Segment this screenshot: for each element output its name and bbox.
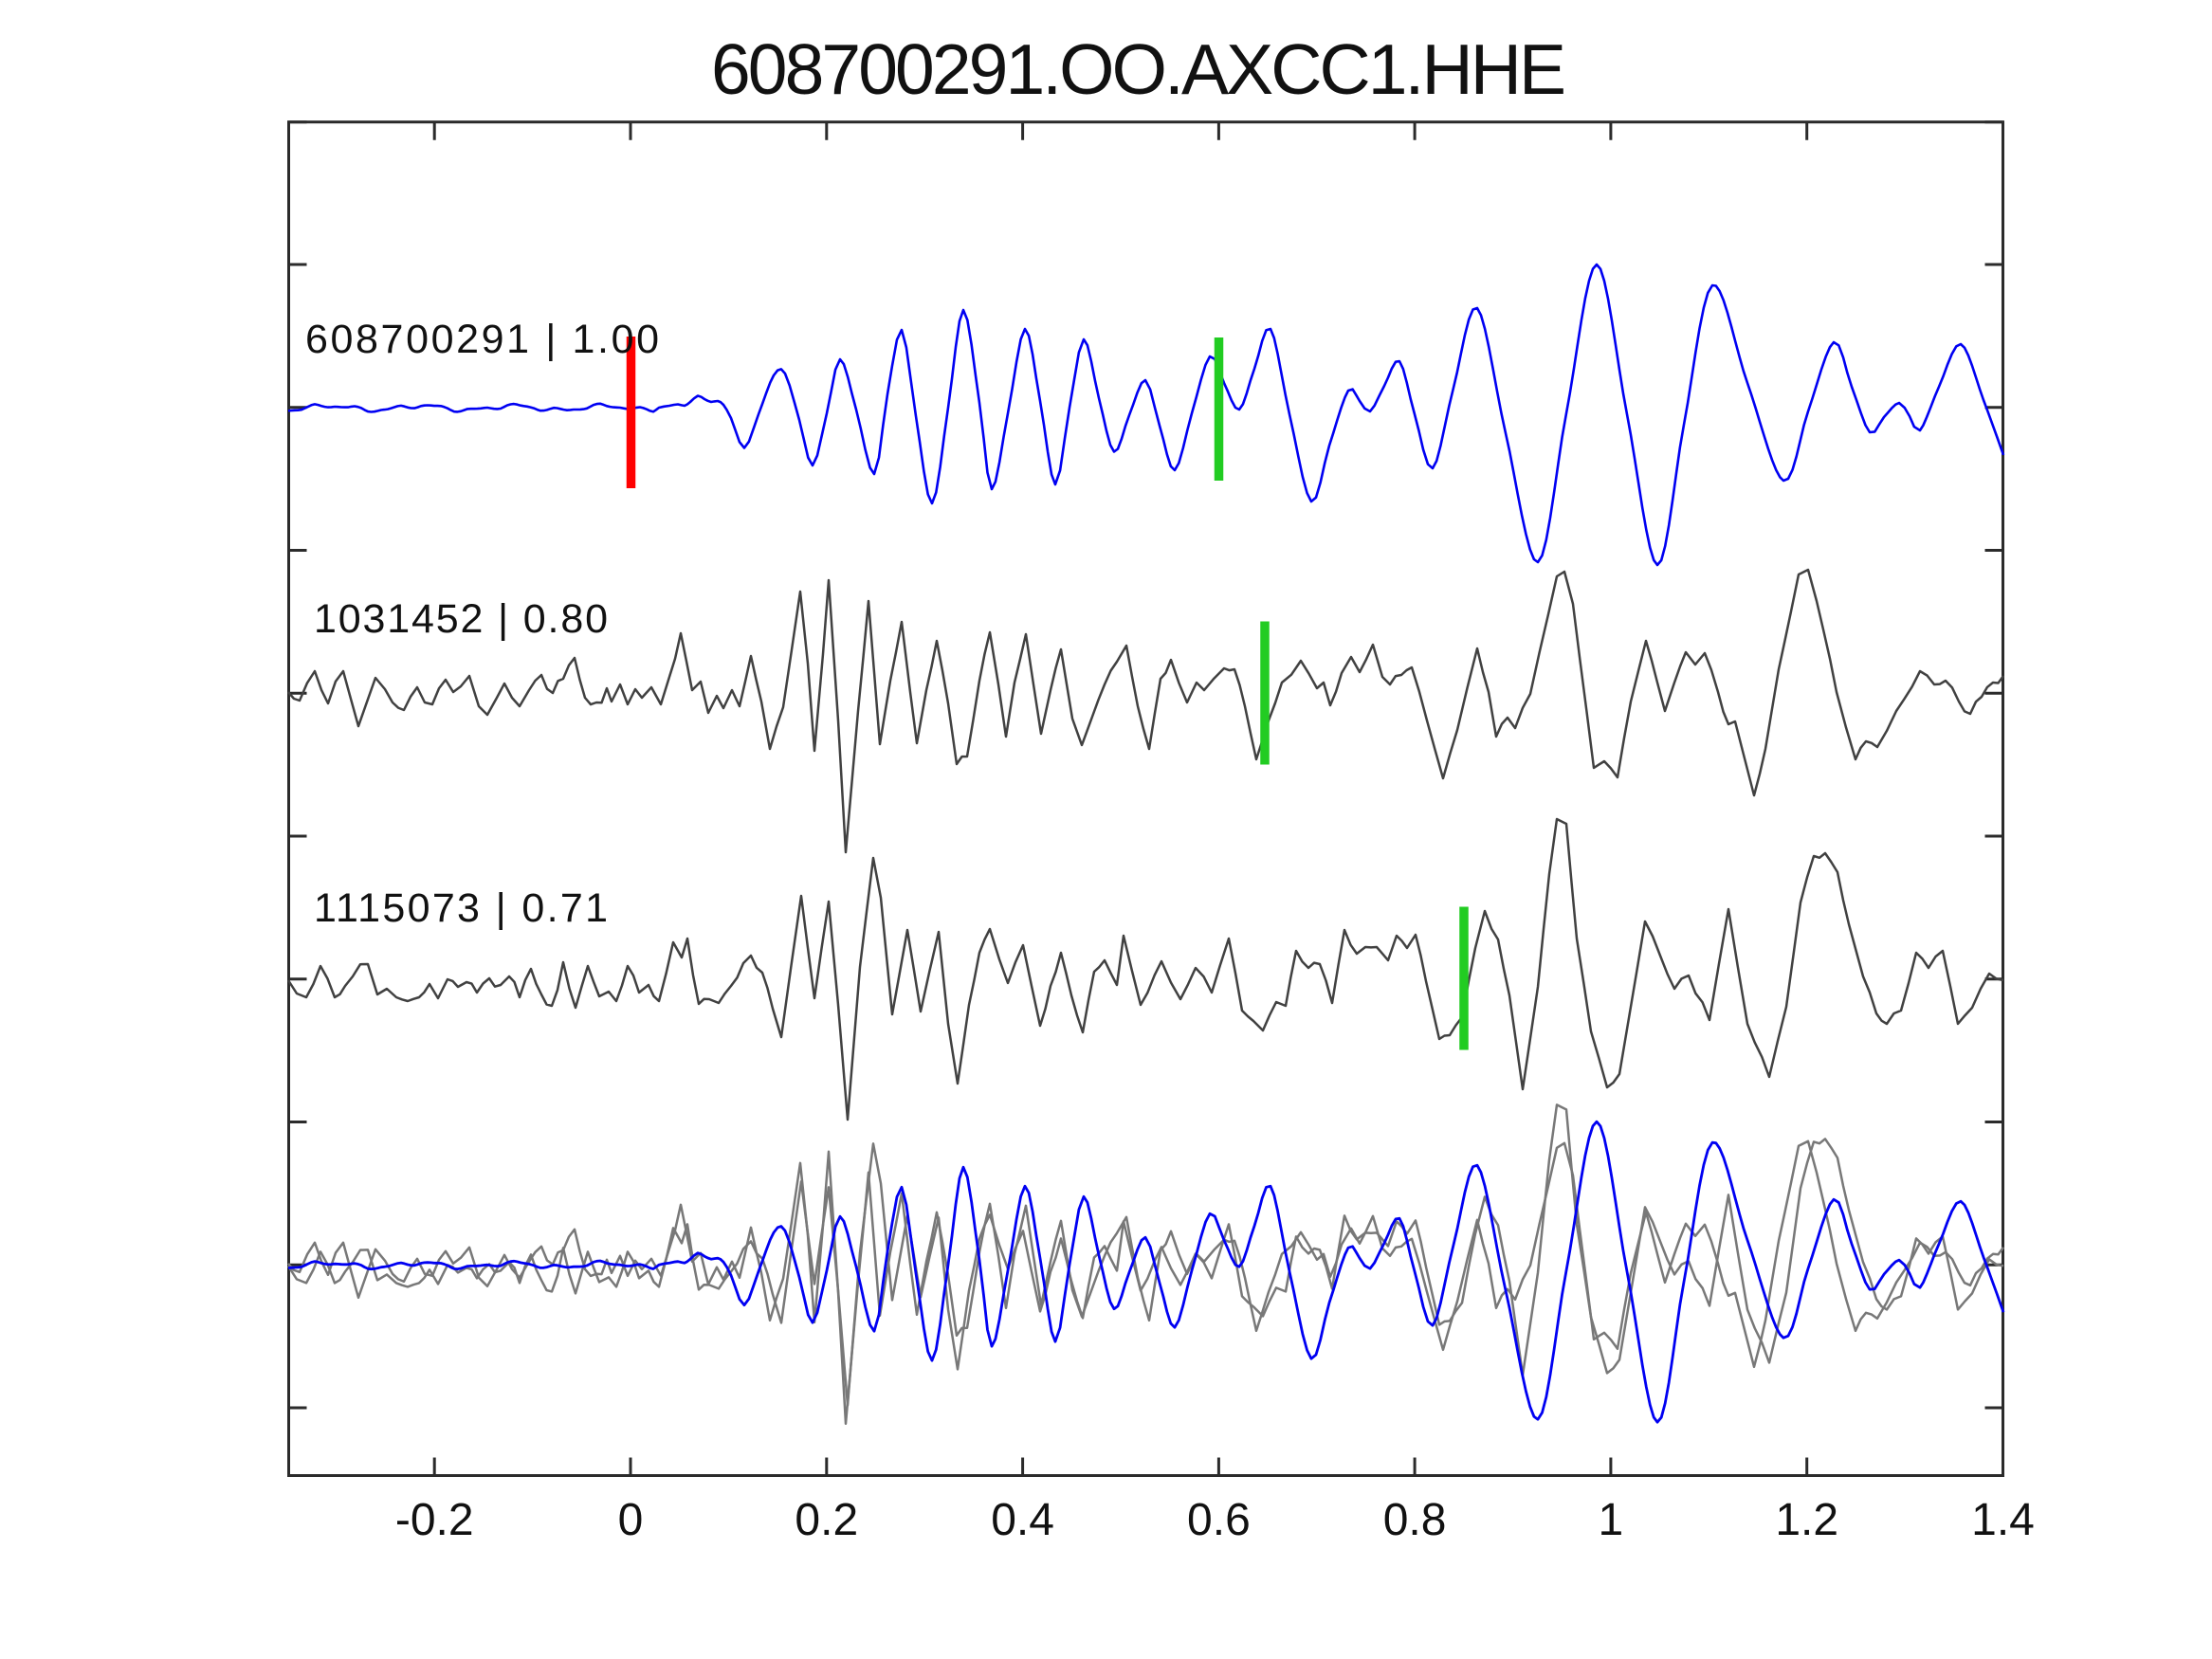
svg-text:0.6: 0.6 [1187,1495,1251,1545]
svg-text:0: 0 [618,1495,644,1545]
svg-text:1031452 | 0.80: 1031452 | 0.80 [314,596,608,642]
svg-text:0.2: 0.2 [795,1495,858,1545]
svg-text:1115073 | 0.71: 1115073 | 0.71 [314,885,608,931]
svg-text:0.4: 0.4 [991,1495,1054,1545]
svg-text:608700291.OO.AXCC1.HHE: 608700291.OO.AXCC1.HHE [711,29,1566,109]
svg-text:1.4: 1.4 [1971,1495,2035,1545]
svg-text:1.2: 1.2 [1775,1495,1838,1545]
svg-text:0.8: 0.8 [1383,1495,1447,1545]
svg-text:1: 1 [1599,1495,1624,1545]
svg-text:-0.2: -0.2 [395,1495,474,1545]
svg-text:608700291 | 1.00: 608700291 | 1.00 [305,317,659,362]
